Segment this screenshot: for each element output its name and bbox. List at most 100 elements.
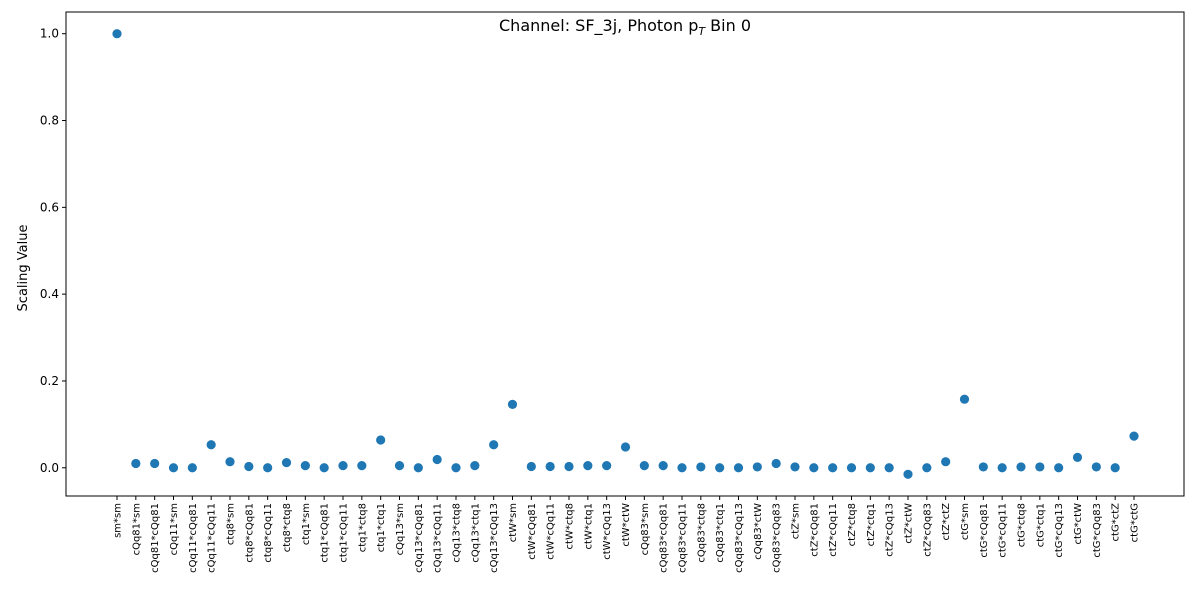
x-tick-label: cQq13*cQq81 — [414, 503, 425, 573]
x-tick-label: ctq1*cQq81 — [320, 503, 331, 563]
x-tick-label: cQq83*cQq13 — [734, 503, 745, 573]
data-point — [1129, 431, 1139, 441]
x-tick-label: cQq11*cQq81 — [188, 503, 199, 573]
x-tick-label: ctG*cQq11 — [998, 503, 1009, 558]
x-tick-label: ctG*cQq83 — [1092, 503, 1103, 558]
x-tick-label: ctG*ctW — [1073, 503, 1084, 545]
data-point — [507, 399, 518, 410]
data-point — [376, 435, 386, 445]
data-point — [620, 442, 631, 452]
data-point — [1054, 463, 1064, 473]
x-tick-label: ctq8*ctq8 — [282, 503, 293, 552]
x-tick-label: ctW*ctW — [621, 503, 632, 547]
chart-title: Channel: SF_3j, Photon pT Bin 0 — [499, 16, 751, 38]
data-points — [112, 29, 1139, 479]
x-tick-label: cQq83*cQq11 — [678, 503, 689, 573]
x-tick-label: cQq83*sm — [640, 503, 651, 555]
data-point — [959, 394, 970, 404]
x-tick-label: ctq1*sm — [301, 503, 312, 545]
x-tick-label: ctG*ctq1 — [1035, 503, 1046, 547]
x-tick-label: ctZ*cQq13 — [885, 503, 896, 557]
x-tick-label: cQq13*sm — [395, 503, 406, 555]
x-tick-label: ctq8*sm — [226, 503, 237, 545]
data-point — [413, 463, 423, 473]
x-tick-label: cQq11*cQq11 — [207, 503, 218, 573]
data-point — [187, 463, 197, 473]
x-tick-label: ctZ*ctq1 — [866, 503, 877, 546]
data-point — [658, 461, 668, 471]
data-point — [1072, 452, 1083, 462]
data-point — [564, 461, 574, 472]
data-point — [1035, 462, 1045, 472]
data-point — [790, 462, 800, 472]
data-point — [846, 463, 857, 473]
data-point — [715, 463, 725, 473]
data-point — [281, 457, 292, 468]
data-point — [206, 440, 216, 450]
x-tick-label: ctG*sm — [960, 503, 971, 540]
data-point — [978, 462, 988, 472]
chart-title-main: Channel: SF_3j, Photon p — [499, 16, 698, 36]
data-point — [865, 463, 875, 473]
x-tick-label: ctZ*ctZ — [941, 503, 952, 541]
x-tick-label: ctG*ctq8 — [1017, 503, 1028, 547]
y-tick-label: 1.0 — [40, 27, 59, 41]
y-axis-ticks: 0.0 0.2 0.4 0.6 0.8 1.0 — [40, 27, 66, 475]
y-axis-label: Scaling Value — [16, 225, 31, 312]
x-tick-label: cQq13*ctq1 — [470, 503, 481, 563]
chart-title-subscript: T — [698, 25, 706, 38]
data-point — [941, 457, 951, 467]
x-tick-label: ctZ*sm — [791, 503, 802, 539]
data-point — [696, 462, 706, 472]
x-tick-label: cQq81*sm — [131, 503, 142, 555]
data-point — [602, 461, 612, 471]
x-tick-label: ctW*cQq13 — [602, 503, 613, 560]
data-point — [244, 461, 254, 472]
x-tick-label: ctq8*cQq11 — [263, 503, 274, 563]
x-tick-label: cQq13*ctq8 — [452, 503, 463, 563]
x-tick-label: ctq8*cQq81 — [244, 503, 255, 563]
data-point — [300, 461, 310, 471]
y-tick-label: 0.4 — [40, 287, 59, 301]
y-tick-label: 0.0 — [40, 461, 59, 475]
y-tick-label: 0.8 — [40, 114, 59, 128]
x-tick-label: cQq81*cQq81 — [150, 503, 161, 573]
x-tick-label: cQq83*cQq81 — [659, 503, 670, 573]
x-tick-label: cQq83*ctq1 — [715, 503, 726, 563]
data-point — [677, 463, 687, 473]
y-tick-label: 0.6 — [40, 200, 59, 214]
data-point — [828, 463, 838, 473]
x-tick-label: ctG*cQq13 — [1054, 503, 1065, 558]
data-point — [771, 458, 781, 469]
x-tick-label: ctW*sm — [508, 503, 519, 542]
x-tick-label: sm*sm — [113, 503, 124, 538]
data-point — [432, 454, 442, 465]
data-point — [150, 458, 160, 469]
y-tick-label: 0.2 — [40, 374, 59, 388]
plot-frame — [65, 11, 1185, 497]
x-tick-label: ctZ*cQq81 — [809, 503, 820, 557]
data-point — [903, 469, 913, 479]
data-point — [526, 461, 536, 472]
x-tick-label: ctq1*cQq11 — [339, 503, 350, 563]
data-point — [319, 463, 329, 473]
x-tick-label: ctG*ctZ — [1111, 503, 1122, 542]
x-tick-label: ctZ*ctW — [904, 503, 915, 544]
x-tick-label: cQq83*cQq83 — [772, 503, 783, 573]
chart-title-suffix: Bin 0 — [705, 16, 751, 35]
x-tick-label: ctZ*cQq83 — [922, 503, 933, 557]
x-tick-label: ctG*ctG — [1130, 503, 1141, 542]
data-point — [470, 461, 480, 471]
data-point — [809, 463, 819, 473]
data-point — [1091, 462, 1101, 472]
data-point — [338, 461, 348, 471]
x-tick-label: ctq1*ctq1 — [376, 503, 387, 552]
data-point — [752, 462, 762, 472]
data-point — [225, 457, 235, 467]
x-axis-ticks: sm*sm cQq81*sm cQq81*cQq81 cQq11*sm cQq11*cQ… — [113, 496, 1141, 573]
x-tick-label: cQq13*cQq13 — [489, 503, 500, 573]
data-point — [489, 440, 499, 450]
data-point — [545, 461, 555, 472]
data-point — [112, 29, 122, 39]
